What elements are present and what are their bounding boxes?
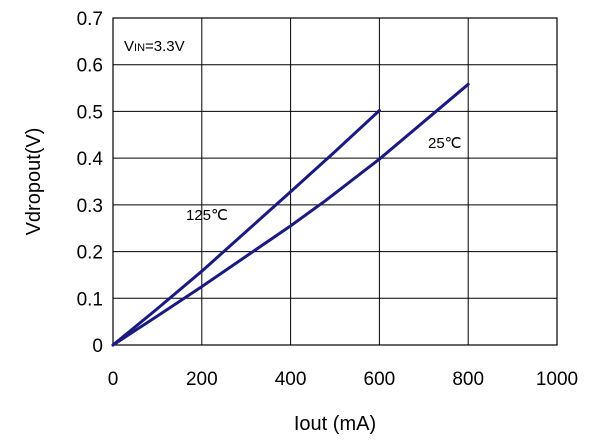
plot-area-frame xyxy=(112,17,558,346)
x-tick-label: 0 xyxy=(108,369,119,390)
y-axis-title: Vdropout(V) xyxy=(23,128,45,236)
series-label-125c: 125℃ xyxy=(186,207,228,224)
x-tick-label: 600 xyxy=(364,369,396,390)
y-tick-label: 0.4 xyxy=(77,149,104,170)
grid-lines xyxy=(113,18,557,345)
series-line-25c xyxy=(111,82,470,347)
vin-suffix: =3.3V xyxy=(145,38,185,55)
x-tick-label: 800 xyxy=(452,369,484,390)
vin-prefix: V xyxy=(124,38,134,55)
series-line-125c xyxy=(111,109,381,347)
y-tick-label: 0 xyxy=(92,336,103,357)
y-tick-label: 0.3 xyxy=(77,196,103,217)
x-tick-label: 1000 xyxy=(536,369,578,390)
x-tick-label: 400 xyxy=(275,369,307,390)
x-tick-label: 200 xyxy=(186,369,218,390)
y-tick-label: 0.6 xyxy=(77,56,103,77)
y-tick-label: 0.1 xyxy=(77,289,103,310)
input-voltage-annotation: VIN=3.3V xyxy=(124,38,185,55)
vin-subscript: IN xyxy=(134,42,145,54)
y-axis-ticks: 0 0.1 0.2 0.3 0.4 0.5 0.6 0.7 xyxy=(77,9,104,357)
series-label-25c: 25℃ xyxy=(428,135,462,152)
x-axis-title: Iout (mA) xyxy=(294,413,376,435)
series-layer xyxy=(111,82,470,347)
y-tick-label: 0.5 xyxy=(77,102,103,123)
y-tick-label: 0.2 xyxy=(77,243,103,264)
y-tick-label: 0.7 xyxy=(77,9,103,30)
x-axis-ticks: 0 200 400 600 800 1000 xyxy=(108,369,578,390)
